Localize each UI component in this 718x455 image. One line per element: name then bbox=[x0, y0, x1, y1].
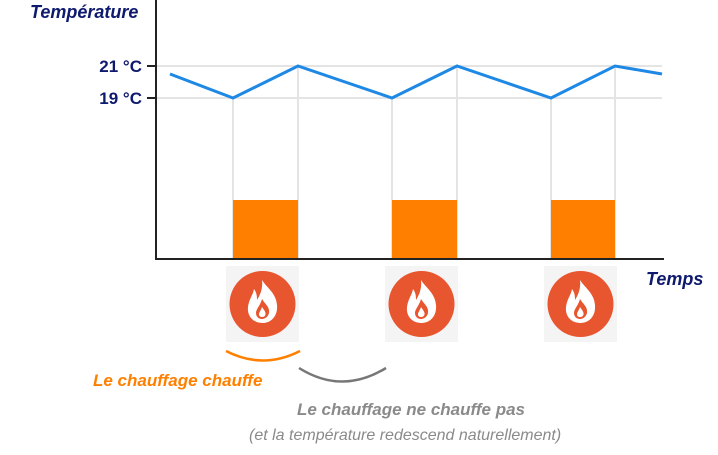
heating-off-brace bbox=[298, 366, 387, 383]
flame-icon bbox=[544, 266, 617, 342]
axes bbox=[147, 0, 664, 260]
y-tick-label-21: 21 °C bbox=[99, 57, 142, 76]
heating-off-note: (et la température redescend naturelleme… bbox=[249, 427, 561, 444]
temperature-line bbox=[169, 64, 663, 100]
y-axis-title: Température bbox=[30, 2, 138, 22]
heating-bar bbox=[551, 200, 615, 259]
heating-bar bbox=[233, 200, 298, 259]
guide-lines bbox=[155, 65, 662, 258]
flame-icon bbox=[226, 266, 299, 342]
y-tick-label-19: 19 °C bbox=[99, 89, 142, 108]
x-axis-title: Temps bbox=[646, 269, 703, 289]
heating-bar bbox=[392, 200, 457, 259]
heating-bars bbox=[233, 200, 615, 259]
heating-on-caption: Le chauffage chauffe bbox=[93, 371, 262, 390]
heating-off-caption: Le chauffage ne chauffe pas bbox=[297, 400, 525, 419]
flame-icon bbox=[385, 266, 458, 342]
heating-on-brace bbox=[225, 349, 301, 362]
